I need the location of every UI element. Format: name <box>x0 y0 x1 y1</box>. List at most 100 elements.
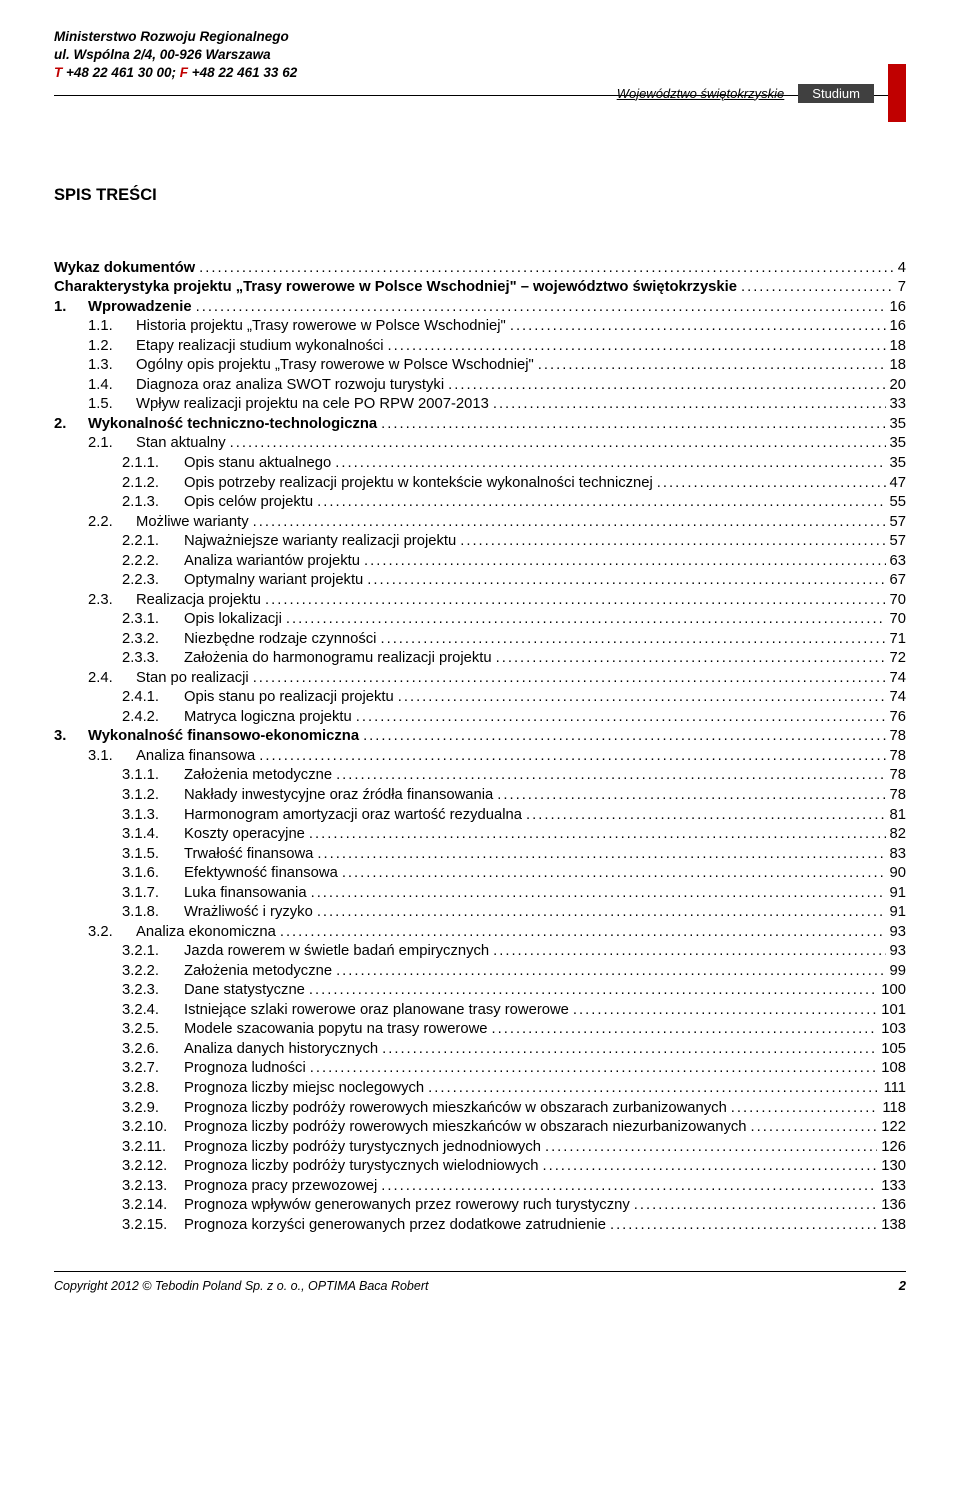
toc-label: 2.2.1.Najważniejsze warianty realizacji … <box>122 532 456 552</box>
toc-number: 1.4. <box>88 376 136 396</box>
toc-label: 2.2.3.Optymalny wariant projektu <box>122 571 363 591</box>
toc-row: 3.2.5.Modele szacowania popytu na trasy … <box>54 1020 906 1040</box>
toc-text: Historia projektu „Trasy rowerowe w Pols… <box>136 318 506 334</box>
toc-row: 2.4.2.Matryca logiczna projektu 76 <box>54 708 906 728</box>
toc-page: 103 <box>881 1020 906 1040</box>
toc-page: 122 <box>881 1118 906 1138</box>
toc-text: Prognoza liczby podróży rowerowych miesz… <box>184 1119 747 1135</box>
toc-label: 2.1.Stan aktualny <box>88 434 226 454</box>
toc-label: 3.1.6.Efektywność finansowa <box>122 864 338 884</box>
toc-page: 67 <box>890 571 906 591</box>
toc-row: 3.2.Analiza ekonomiczna 93 <box>54 923 906 943</box>
toc-number: 1.1. <box>88 317 136 337</box>
toc-row: 3.2.6.Analiza danych historycznych 105 <box>54 1040 906 1060</box>
toc-number: 2.3. <box>88 591 136 611</box>
toc-label: 3.1.3.Harmonogram amortyzacji oraz warto… <box>122 806 522 826</box>
toc-page: 138 <box>881 1216 906 1236</box>
toc-leader <box>538 356 886 376</box>
toc-leader <box>317 493 885 513</box>
toc-leader <box>367 571 885 591</box>
toc-row: 2.2.Możliwe warianty 57 <box>54 513 906 533</box>
toc-label: 3.2.9.Prognoza liczby podróży rowerowych… <box>122 1099 727 1119</box>
toc-text: Prognoza liczby podróży turystycznych wi… <box>184 1158 538 1174</box>
toc-label: 3.1.4.Koszty operacyjne <box>122 825 305 845</box>
toc-number: 3.2.9. <box>122 1099 184 1119</box>
toc-text: Harmonogram amortyzacji oraz wartość rez… <box>184 807 522 823</box>
toc-label: 3.2.15.Prognoza korzyści generowanych pr… <box>122 1216 606 1236</box>
toc-leader <box>460 532 885 552</box>
toc-text: Dane statystyczne <box>184 982 305 998</box>
toc-text: Założenia metodyczne <box>184 963 332 979</box>
toc-page: 99 <box>890 962 906 982</box>
toc-number: 3.2.10. <box>122 1118 184 1138</box>
toc-row: 2.3.3.Założenia do harmonogramu realizac… <box>54 649 906 669</box>
toc-text: Prognoza liczby podróży rowerowych miesz… <box>184 1100 727 1116</box>
toc-text: Luka finansowania <box>184 885 307 901</box>
toc-leader <box>492 1020 878 1040</box>
toc-label: 3.1.7.Luka finansowania <box>122 884 307 904</box>
toc-label: 2.1.2.Opis potrzeby realizacji projektu … <box>122 474 653 494</box>
toc-page: 74 <box>890 669 906 689</box>
toc-page: 16 <box>890 317 906 337</box>
toc-page: 82 <box>890 825 906 845</box>
toc-page: 118 <box>882 1099 906 1119</box>
toc-number: 3.2.2. <box>122 962 184 982</box>
toc-label: 3.2.12.Prognoza liczby podróży turystycz… <box>122 1157 538 1177</box>
toc-leader <box>657 474 886 494</box>
toc-page: 101 <box>881 1001 906 1021</box>
toc-row: 3.2.2.Założenia metodyczne 99 <box>54 962 906 982</box>
toc-row: 3.Wykonalność finansowo-ekonomiczna 78 <box>54 727 906 747</box>
toc-row: 2.3.2.Niezbędne rodzaje czynności 71 <box>54 630 906 650</box>
toc-label: 3.1.Analiza finansowa <box>88 747 255 767</box>
toc-row: 3.2.11.Prognoza liczby podróży turystycz… <box>54 1138 906 1158</box>
toc-row: 3.1.Analiza finansowa 78 <box>54 747 906 767</box>
toc-number: 2.3.2. <box>122 630 184 650</box>
toc-text: Charakterystyka projektu „Trasy rowerowe… <box>54 279 737 295</box>
toc-row: 2.1.3.Opis celów projektu 55 <box>54 493 906 513</box>
toc-leader <box>388 337 886 357</box>
toc-page: 76 <box>890 708 906 728</box>
toc-text: Koszty operacyjne <box>184 826 305 842</box>
toc-leader <box>751 1118 878 1138</box>
toc-label: 3.2.13.Prognoza pracy przewozowej <box>122 1177 377 1197</box>
toc-label: 2.4.1.Opis stanu po realizacji projektu <box>122 688 394 708</box>
toc-number: 3.2.6. <box>122 1040 184 1060</box>
toc-row: 3.1.5.Trwałość finansowa 83 <box>54 845 906 865</box>
toc-number: 2.2.3. <box>122 571 184 591</box>
toc-leader <box>610 1216 877 1236</box>
toc-leader <box>364 552 886 572</box>
toc-text: Założenia metodyczne <box>184 767 332 783</box>
toc-page: 35 <box>890 434 906 454</box>
toc-number: 3.2.14. <box>122 1196 184 1216</box>
toc-number: 2.3.3. <box>122 649 184 669</box>
toc-leader <box>545 1138 877 1158</box>
toc-number: 3.2.8. <box>122 1079 184 1099</box>
toc-row: 3.2.14.Prognoza wpływów generowanych prz… <box>54 1196 906 1216</box>
toc-number: 1.5. <box>88 395 136 415</box>
toc-leader <box>309 981 877 1001</box>
toc-text: Etapy realizacji studium wykonalności <box>136 338 384 354</box>
toc-row: 3.2.1.Jazda rowerem w świetle badań empi… <box>54 942 906 962</box>
toc-label: 3.1.5.Trwałość finansowa <box>122 845 313 865</box>
toc-number: 2.2.2. <box>122 552 184 572</box>
toc-page: 63 <box>890 552 906 572</box>
toc-number: 3.1.4. <box>122 825 184 845</box>
toc-text: Nakłady inwestycyjne oraz źródła finanso… <box>184 787 493 803</box>
toc-page: 78 <box>890 766 906 786</box>
toc-leader <box>363 727 885 747</box>
toc-page: 133 <box>881 1177 906 1197</box>
toc-page: 90 <box>890 864 906 884</box>
toc-label: 1.4.Diagnoza oraz analiza SWOT rozwoju t… <box>88 376 444 396</box>
toc-number: 2.1. <box>88 434 136 454</box>
toc-number: 3.1.3. <box>122 806 184 826</box>
ministry-address: ul. Wspólna 2/4, 00-926 Warszawa <box>54 46 906 64</box>
toc-leader <box>510 317 886 337</box>
toc-page: 35 <box>890 415 906 435</box>
toc-number: 3.1. <box>88 747 136 767</box>
toc-number: 3.2.12. <box>122 1157 184 1177</box>
toc-number: 2.4.2. <box>122 708 184 728</box>
toc-text: Realizacja projektu <box>136 592 261 608</box>
toc-leader <box>634 1196 878 1216</box>
toc-number: 3.2.5. <box>122 1020 184 1040</box>
footer: Copyright 2012 © Tebodin Poland Sp. z o.… <box>54 1278 906 1293</box>
